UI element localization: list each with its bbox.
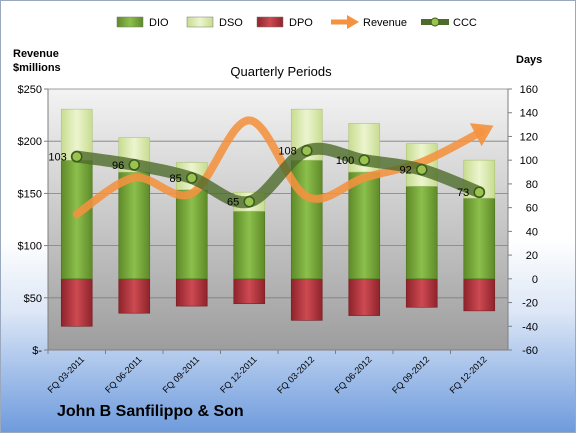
y-right-tick-label: 100 xyxy=(520,155,538,167)
y-left-tick-label: $100 xyxy=(18,241,42,253)
bar-dpo xyxy=(405,278,438,308)
y-right-tick-label: 60 xyxy=(526,203,538,215)
x-tick-label: FQ 12-2011 xyxy=(218,354,259,395)
y-right-tick-label: 80 xyxy=(526,179,538,191)
ccc-data-label: 100 xyxy=(336,155,354,167)
bar-dio xyxy=(60,159,93,280)
x-tick-label: FQ 12-2012 xyxy=(448,354,489,395)
bar-dpo xyxy=(233,278,266,305)
bar-dio xyxy=(233,210,266,280)
bar-dpo xyxy=(60,278,93,327)
ccc-point xyxy=(186,172,198,184)
bar-dio xyxy=(175,189,208,280)
legend-label: DIO xyxy=(149,17,169,29)
revenue-arrowhead xyxy=(469,123,494,147)
x-tick-label: FQ 09-2012 xyxy=(390,354,431,395)
y-right-tick-label: -40 xyxy=(522,321,538,333)
legend-swatch xyxy=(347,15,359,29)
bar-dpo xyxy=(290,278,323,321)
bar-dio xyxy=(290,159,323,280)
ccc-point xyxy=(71,150,83,163)
ccc-data-label: 103 xyxy=(48,152,66,164)
legend-swatch xyxy=(256,16,284,28)
y-right-tick-label: 40 xyxy=(526,226,538,238)
y-left-tick-label: $200 xyxy=(18,136,42,148)
y-left-tick-label: $- xyxy=(32,345,42,357)
ccc-point xyxy=(358,154,370,166)
legend-label: Revenue xyxy=(363,17,407,29)
y-left-tick-label: $250 xyxy=(18,84,42,96)
bar-dpo xyxy=(118,278,151,314)
legend-label: DPO xyxy=(289,17,313,29)
legend-swatch xyxy=(116,16,144,28)
x-tick-label: FQ 06-2011 xyxy=(103,354,144,395)
y-right-tick-label: 120 xyxy=(520,131,538,143)
x-tick-label: FQ 03-2012 xyxy=(275,354,316,395)
company-name: John B Sanfilippo & Son xyxy=(57,403,244,420)
y-left-tick-label: $50 xyxy=(24,293,42,305)
legend-swatch xyxy=(430,17,440,27)
bar-dpo xyxy=(348,278,381,316)
x-tick-label: FQ 03-2011 xyxy=(46,354,87,395)
plot-area xyxy=(48,89,508,350)
ccc-point xyxy=(473,186,485,198)
chart-title: Quarterly Periods xyxy=(230,64,332,79)
legend-label: CCC xyxy=(453,17,477,29)
bar-dpo xyxy=(175,278,208,307)
bar-dio xyxy=(405,185,438,280)
x-tick-label: FQ 06-2012 xyxy=(333,354,374,395)
ccc-point xyxy=(301,144,313,157)
ccc-data-label: 92 xyxy=(400,165,412,177)
ccc-data-label: 73 xyxy=(457,187,469,199)
ccc-data-label: 85 xyxy=(170,173,182,185)
ccc-point xyxy=(416,163,428,176)
bar-dio xyxy=(118,171,151,280)
legend-label: DSO xyxy=(219,17,243,29)
ccc-data-label: 96 xyxy=(112,160,124,172)
ccc-point xyxy=(128,159,140,171)
y-left-label-2: $millions xyxy=(13,62,61,74)
y-left-label-1: Revenue xyxy=(13,48,59,60)
bar-dio xyxy=(348,171,381,280)
legend: DIO DSO DPO Revenue CCC xyxy=(116,15,477,29)
legend-swatch xyxy=(186,16,214,28)
ccc-data-label: 65 xyxy=(227,197,239,209)
bar-dio xyxy=(463,197,496,280)
y-right-tick-label: -60 xyxy=(522,345,538,357)
lines: 103 96 85 65 108 100 92 73 xyxy=(48,116,494,219)
y-left-tick-label: $150 xyxy=(18,188,42,200)
y-right-tick-label: 20 xyxy=(526,250,538,262)
ccc-point xyxy=(243,195,255,208)
y-right-tick-label: 160 xyxy=(520,84,538,96)
y-right-label: Days xyxy=(516,54,542,66)
y-right-tick-label: 140 xyxy=(520,108,538,120)
y-right-tick-label: -20 xyxy=(522,298,538,310)
ccc-line xyxy=(70,142,486,209)
y-right-tick-label: 0 xyxy=(532,274,538,286)
ccc-data-label: 108 xyxy=(278,146,296,158)
x-tick-label: FQ 09-2011 xyxy=(161,354,202,395)
bar-dpo xyxy=(463,278,496,312)
bars xyxy=(60,108,496,327)
